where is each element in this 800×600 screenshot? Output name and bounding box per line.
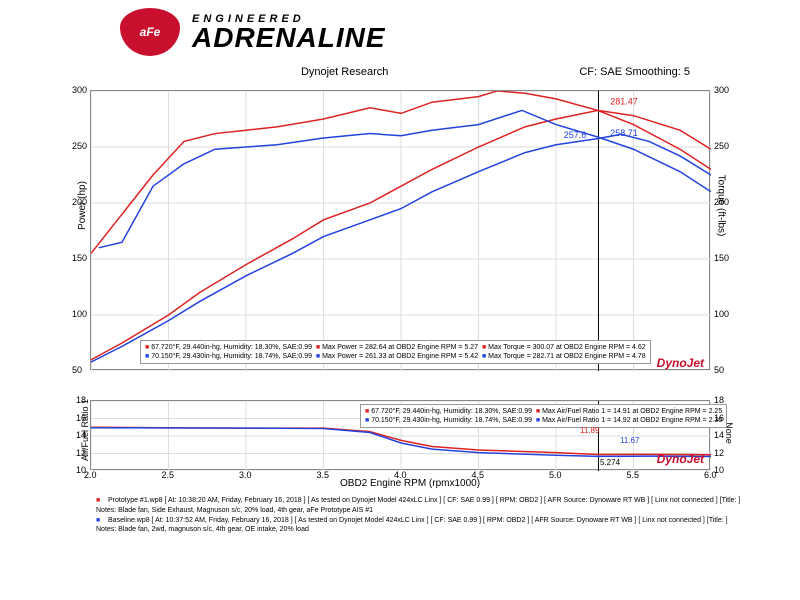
afr-ytick: 14 [76, 430, 86, 440]
footer-base: Baseline.wp8 [ At: 10:37:52 AM, Friday, … [108, 517, 728, 524]
xtick: 4.5 [472, 470, 485, 480]
main-legend: ■ 67.720°F, 29.440in-hg, Humidity: 18.30… [140, 340, 651, 364]
xtick: 3.5 [317, 470, 330, 480]
xtick: 5.0 [549, 470, 562, 480]
footer-proto: Prototype #1.wp8 [ At: 10:38:20 AM, Frid… [108, 497, 740, 504]
svg-text:257.6: 257.6 [564, 130, 587, 140]
xtick: 2.0 [84, 470, 97, 480]
logo-text: aFe [140, 25, 161, 39]
ytick-right: 200 [714, 197, 729, 207]
dynojet-logo: DynoJet [657, 356, 704, 370]
main-chart-svg: 282.64 281.47 257.6 258.71 [91, 91, 711, 371]
legend-blue-pwr: Max Power = 261.33 at OBD2 Engine RPM = … [322, 353, 478, 360]
afr-legend-red-max: Max Air/Fuel Ratio 1 = 14.91 at OBD2 Eng… [542, 408, 722, 415]
svg-text:281.47: 281.47 [610, 96, 638, 106]
legend-red-cond: 67.720°F, 29.440in-hg, Humidity: 18.30%,… [151, 344, 312, 351]
afr-blue-callout: 11.67 [620, 436, 639, 445]
title-block: ENGINEERED ADRENALINE [192, 13, 386, 50]
main-chart: 282.64 281.47 257.6 258.71 [90, 90, 710, 370]
ytick-left: 50 [72, 365, 82, 375]
afr-ytick-r: 16 [714, 413, 724, 423]
ytick-right: 250 [714, 141, 729, 151]
afr-ytick: 16 [76, 413, 86, 423]
header: aFe ENGINEERED ADRENALINE [0, 0, 800, 64]
ytick-left: 100 [72, 309, 87, 319]
ytick-left: 150 [72, 253, 87, 263]
adrenaline-text: ADRENALINE [192, 25, 386, 50]
subheader: Dynojet Research CF: SAE Smoothing: 5 [0, 64, 800, 80]
legend-red-tq: Max Torque = 300.07 at OBD2 Engine RPM =… [488, 344, 645, 351]
afr-ytick-r: 18 [714, 395, 724, 405]
afr-red-callout: 11.89 [580, 426, 599, 435]
ytick-left: 250 [72, 141, 87, 151]
svg-text:258.71: 258.71 [610, 128, 638, 138]
afr-legend: ■ 67.720°F, 29.440in-hg, Humidity: 18.30… [360, 404, 727, 428]
afe-logo: aFe [120, 8, 180, 56]
ytick-right: 50 [714, 365, 724, 375]
afr-legend-blue-cond: 70.150°F, 29.430in-hg, Humidity: 18.74%,… [371, 417, 532, 424]
dynojet-research-label: Dynojet Research [301, 66, 388, 78]
xtick: 5.5 [627, 470, 640, 480]
ytick-right: 100 [714, 309, 729, 319]
legend-blue-cond: 70.150°F, 29.430in-hg, Humidity: 18.74%,… [151, 353, 312, 360]
afr-ytick-r: 14 [714, 430, 724, 440]
xtick: 4.0 [394, 470, 407, 480]
ytick-left: 200 [72, 197, 87, 207]
footer-notes: ■ Prototype #1.wp8 [ At: 10:38:20 AM, Fr… [96, 496, 740, 535]
afr-x-callout: 5.274 [600, 458, 620, 467]
xtick: 6.0 [704, 470, 717, 480]
dynojet-logo-2: DynoJet [657, 452, 704, 466]
ytick-left: 300 [72, 85, 87, 95]
afr-ytick: 12 [76, 448, 86, 458]
svg-text:282.64: 282.64 [572, 91, 600, 93]
afr-legend-red-cond: 67.720°F, 29.440in-hg, Humidity: 18.30%,… [371, 408, 532, 415]
footer-base-notes: Notes: Blade fan, 2wd, magnuson s/c, 4th… [96, 526, 309, 533]
afr-ytick: 18 [76, 395, 86, 405]
legend-blue-tq: Max Torque = 282.71 at OBD2 Engine RPM =… [488, 353, 645, 360]
ytick-right: 300 [714, 85, 729, 95]
rpm-axis-label: OBD2 Engine RPM (rpmx1000) [340, 478, 480, 489]
footer-proto-notes: Notes: Blade fan, Side Exhaust, Magnuson… [96, 507, 373, 514]
xtick: 2.5 [162, 470, 175, 480]
legend-red-pwr: Max Power = 282.64 at OBD2 Engine RPM = … [322, 344, 478, 351]
xtick: 3.0 [239, 470, 252, 480]
afr-legend-blue-max: Max Air/Fuel Ratio 1 = 14.92 at OBD2 Eng… [542, 417, 722, 424]
smoothing-label: CF: SAE Smoothing: 5 [579, 66, 690, 78]
afr-ytick-r: 12 [714, 448, 724, 458]
ytick-right: 150 [714, 253, 729, 263]
